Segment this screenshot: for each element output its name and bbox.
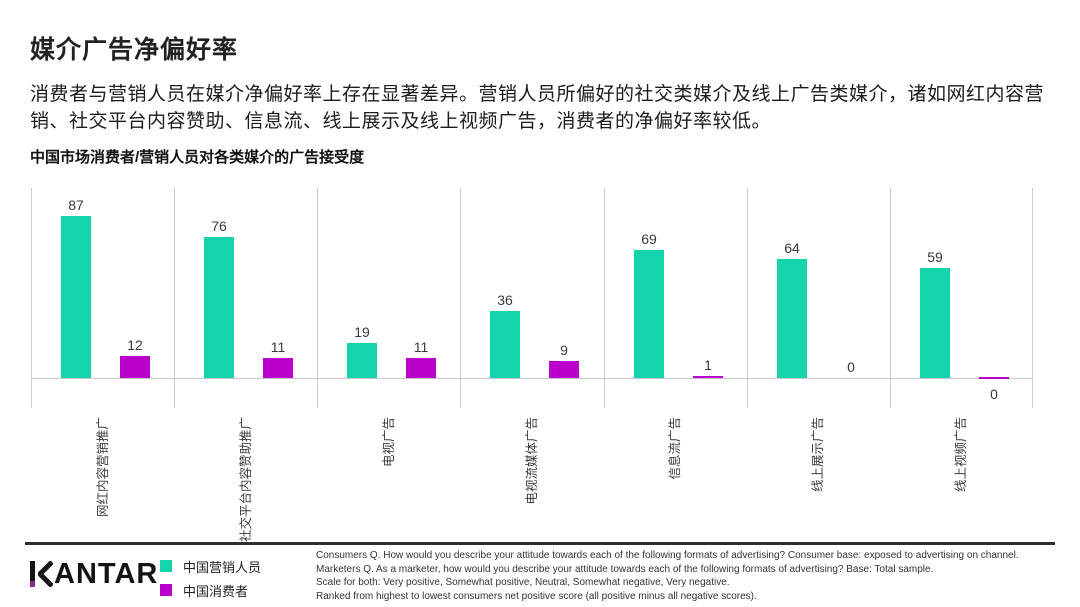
x-axis-category-text: 信息流广告 xyxy=(668,417,682,480)
bar-value-label: 1 xyxy=(704,357,712,373)
marketer-bar xyxy=(204,237,234,378)
footer-divider xyxy=(25,542,1055,545)
legend-label: 中国消费者 xyxy=(183,583,249,599)
gridline xyxy=(317,188,318,408)
footnote-line: Ranked from highest to lowest consumers … xyxy=(316,590,757,602)
gridline xyxy=(174,188,175,408)
gridline xyxy=(31,188,32,408)
bar-value-label: 12 xyxy=(127,337,143,353)
bar-value-label: 87 xyxy=(68,197,84,213)
marketer-bar xyxy=(347,343,377,378)
marketer-bar xyxy=(777,259,807,378)
legend-swatch xyxy=(160,584,172,596)
consumer-bar xyxy=(549,361,579,378)
bar-value-label: 69 xyxy=(641,231,657,247)
x-axis-category-text: 线上视频广告 xyxy=(954,417,968,493)
marketer-bar xyxy=(920,268,950,378)
kantar-logo: ANTAR xyxy=(30,557,158,591)
gridline xyxy=(460,188,461,408)
gridline xyxy=(890,188,891,408)
consumer-bar xyxy=(120,356,150,378)
bar-value-label: 64 xyxy=(784,240,800,256)
marketer-bar xyxy=(490,311,520,378)
bar-value-label: 59 xyxy=(927,249,943,265)
marketer-bar xyxy=(634,250,664,378)
chart-legend: 中国营销人员 中国消费者 xyxy=(160,557,261,605)
legend-swatch xyxy=(160,560,172,572)
gridline xyxy=(604,188,605,408)
x-axis-category-text: 电视流媒体广告 xyxy=(525,417,539,505)
bar-value-label: 11 xyxy=(270,339,286,355)
bar-value-label: 9 xyxy=(560,342,568,358)
footnote-line: Scale for both: Very positive, Somewhat … xyxy=(316,577,730,588)
consumer-bar xyxy=(979,377,1009,379)
bar-value-label: 0 xyxy=(847,359,855,375)
consumer-bar xyxy=(693,376,723,378)
x-axis-category-text: 社交平台内容赞助推广 xyxy=(239,417,253,543)
x-axis-category-text: 电视广告 xyxy=(382,417,396,468)
gridline xyxy=(1032,188,1033,408)
bar-value-label: 76 xyxy=(211,218,227,234)
legend-item: 中国营销人员 xyxy=(160,557,261,575)
consumer-bar xyxy=(406,358,436,378)
x-axis-line xyxy=(31,378,1033,379)
footnotes: Consumers Q. How would you describe your… xyxy=(316,549,1072,603)
consumer-bar xyxy=(263,358,293,378)
chart-title: 中国市场消费者/营销人员对各类媒介的广告接受度 xyxy=(30,149,365,166)
bar-value-label: 11 xyxy=(413,339,429,355)
bar-value-label: 36 xyxy=(497,292,513,308)
bar-value-label: 19 xyxy=(354,324,370,340)
footnote-line: Marketers Q. As a marketer, how would yo… xyxy=(316,563,934,575)
page-title: 媒介广告净偏好率 xyxy=(30,36,239,64)
kantar-logo-k-stem xyxy=(30,561,35,587)
kantar-logo-text: ANTAR xyxy=(54,557,159,590)
chart: 87 76 19 36 69 64 59 12 11 11 9 1 0 0 网红内容营销推广 社交平台内容赞助… xyxy=(31,188,1033,542)
legend-item: 中国消费者 xyxy=(160,581,261,599)
x-axis-category-text: 线上展示广告 xyxy=(811,417,825,493)
kantar-logo-k-arms xyxy=(38,561,53,587)
gridline xyxy=(747,188,748,408)
intro-paragraph: 消费者与营销人员在媒介净偏好率上存在显著差异。营销人员所偏好的社交类媒介及线上广… xyxy=(30,84,1045,132)
x-axis-category-text: 网红内容营销推广 xyxy=(96,417,110,518)
legend-label: 中国营销人员 xyxy=(183,559,262,575)
bar-value-label: 0 xyxy=(990,386,998,402)
marketer-bar xyxy=(61,216,91,378)
footnote-line: Consumers Q. How would you describe your… xyxy=(316,550,1019,561)
